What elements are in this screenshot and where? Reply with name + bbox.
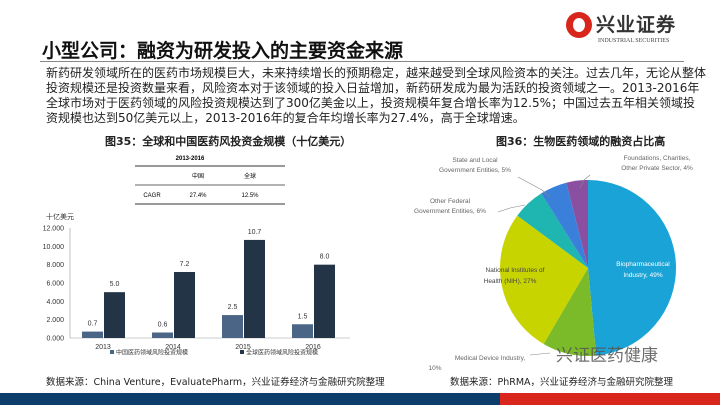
legend-swatch-china: [110, 350, 114, 354]
y-tick-label: 0.000: [46, 336, 64, 343]
cagr-period: 2013-2016: [176, 156, 205, 162]
legend-swatch-global: [240, 350, 244, 354]
data-label: 0.6: [158, 322, 168, 329]
chart35-title: 图35：全球和中国医药风投资金规模（十亿美元）: [105, 135, 352, 148]
legend: 中国医药领域风险投资规模 全球医药领域风险投资规模: [110, 349, 318, 357]
bar: [222, 315, 243, 338]
bar: [314, 264, 335, 338]
title-divider: [40, 61, 684, 62]
x-tick-label: 2013: [95, 344, 111, 351]
y-tick-label: 10.000: [43, 244, 65, 251]
cagr-global: 12.5%: [241, 193, 259, 199]
bar: [82, 331, 103, 338]
pie-slice: [588, 180, 676, 356]
bar: [152, 332, 173, 338]
legend-china: 中国医药领域风险投资规模: [116, 349, 188, 357]
source-right: 数据来源：PhRMA，兴业证券经济与金融研究院整理: [450, 377, 674, 388]
y-axis-label: 十亿美元: [46, 212, 74, 221]
y-tick-label: 6.000: [46, 281, 64, 288]
watermark: 兴证医药健康: [556, 346, 658, 366]
pie-slice: [543, 268, 597, 356]
x-tick-label: 2015: [235, 344, 251, 351]
pie-slice: [500, 215, 588, 344]
cagr-china: 27.4%: [189, 193, 207, 199]
x-tick-label: 2016: [305, 344, 321, 351]
logo-name: 兴业证券: [596, 14, 677, 36]
label-biopharma: Biopharmaceutical Industry, 49%: [616, 261, 670, 279]
data-label: 1.5: [298, 313, 308, 320]
bar: [174, 272, 195, 338]
y-tick-label: 8.000: [46, 262, 64, 269]
label-medical-device: Medical Device Industry, 10%: [428, 355, 525, 372]
company-logo: 兴业证券 INDUSTRIAL SECURITIES: [566, 10, 692, 48]
pie-slice: [566, 180, 588, 268]
label-other-federal: Other Federal Government Entities, 6%: [414, 198, 486, 215]
bar-chart: 2013-2016 中国 全球 CAGR 27.4% 12.5% 十亿美元 0.…: [43, 156, 350, 357]
pie-slice: [517, 193, 588, 268]
bar: [104, 292, 125, 338]
y-tick-label: 4.000: [46, 299, 64, 306]
bar: [244, 239, 265, 338]
label-state: State and Local Government Entities, 5%: [439, 157, 511, 174]
chart36-title: 图36：生物医药领域的融资占比高: [496, 135, 666, 148]
data-label: 5.0: [110, 281, 120, 288]
cagr-table: 2013-2016 中国 全球 CAGR 27.4% 12.5%: [135, 156, 285, 205]
x-tick-label: 2014: [165, 344, 181, 351]
cagr-header-china: 中国: [192, 172, 204, 180]
page-title: 小型公司：融资为研发投入的主要资金来源: [42, 40, 404, 62]
data-label: 2.5: [228, 304, 238, 311]
pie-slice: [541, 182, 588, 268]
data-label: 8.0: [320, 254, 330, 261]
footer-accent: [500, 393, 720, 405]
bar: [292, 324, 313, 338]
logo-english: INDUSTRIAL SECURITIES: [598, 38, 670, 44]
legend-global: 全球医药领域风险投资规模: [246, 349, 318, 357]
label-nih: National Institutes of Health (NIH), 27%: [484, 267, 545, 285]
body-text: 新药研发领域所在的医药市场规模巨大，未来持续增长的预期稳定，越来越受到全球风险资…: [46, 66, 707, 125]
data-label: 7.2: [180, 261, 190, 268]
label-foundations: Foundations, Charities, Other Private Sec…: [621, 155, 693, 172]
cagr-header-global: 全球: [244, 172, 256, 180]
data-label: 10.7: [248, 229, 262, 236]
data-label: 0.7: [88, 321, 98, 328]
pie-chart: State and Local Government Entities, 5% F…: [414, 155, 693, 372]
source-left: 数据来源：China Venture，EvaluatePharm，兴业证券经济与…: [46, 377, 385, 388]
y-tick-label: 2.000: [46, 317, 64, 324]
logo-icon: [566, 12, 592, 38]
cagr-row-label: CAGR: [143, 193, 161, 199]
y-tick-label: 12.000: [43, 226, 65, 233]
